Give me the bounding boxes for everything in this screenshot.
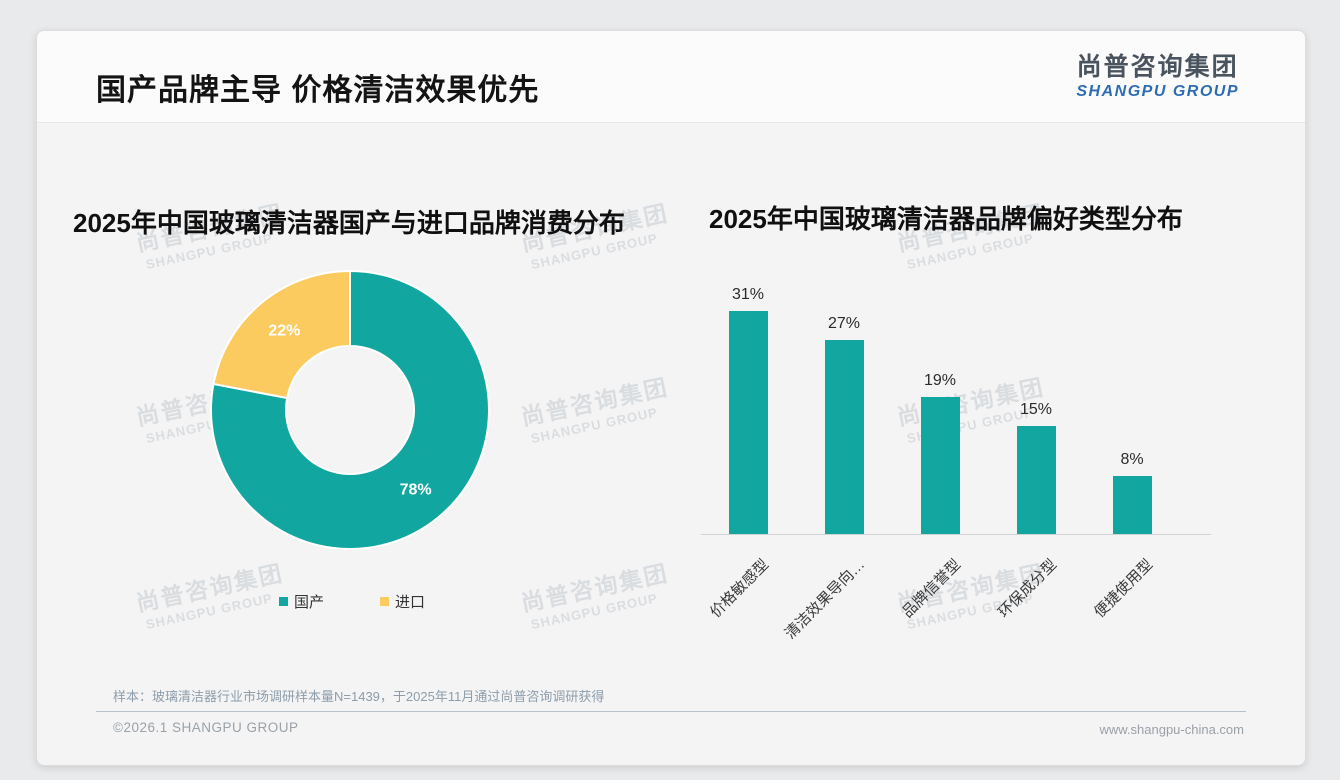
- copyright-text: ©2026.1 SHANGPU GROUP: [113, 720, 299, 735]
- page-title: 国产品牌主导 价格清洁效果优先: [96, 74, 540, 107]
- donut-slice-1: [212, 269, 351, 400]
- bar-value-label: 27%: [827, 315, 861, 332]
- legend-swatch: [278, 597, 288, 606]
- donut-slice-value-label: 78%: [400, 481, 432, 498]
- bar-value-label: 15%: [1019, 401, 1053, 418]
- donut-slice-value-label: 22%: [268, 323, 300, 340]
- slide-card: 尚普咨询集团 SHANGPU GROUP 尚普咨询集团 SHANGPU GROUP 尚普…: [36, 30, 1306, 766]
- donut-legend: 国产 进口: [37, 591, 667, 612]
- legend-swatch: [380, 597, 389, 606]
- donut-slice-0: [210, 269, 490, 550]
- watermark: 尚普咨询集团 SHANGPU GROUP: [518, 368, 675, 447]
- footer-divider: [96, 711, 1246, 712]
- legend-item-0: 国产: [278, 591, 324, 612]
- company-logo: 尚普咨询集团 SHANGPU GROUP: [1076, 53, 1239, 101]
- bar-value-label: 19%: [923, 372, 957, 389]
- legend-item-1: 进口: [380, 591, 425, 612]
- bar-3: [1016, 426, 1056, 534]
- bar-chart-x-labels: 价格敏感型 清洁效果导向… 品牌信誉型 环保成分型 便捷使用型: [701, 540, 1211, 642]
- bar-value-label: 31%: [731, 286, 765, 303]
- title-bar: 国产品牌主导 价格清洁效果优先 尚普咨询集团 SHANGPU GROUP: [37, 31, 1305, 123]
- legend-label: 进口: [395, 594, 426, 611]
- bar-1: [824, 340, 864, 534]
- watermark-en-text: SHANGPU GROUP: [529, 404, 660, 447]
- bar-4: [1112, 476, 1152, 534]
- logo-english-name: SHANGPU GROUP: [1076, 82, 1239, 100]
- bar-0: [728, 311, 768, 534]
- sample-note: 样本：玻璃清洁器行业市场调研样本量N=1439，于2025年11月通过尚普咨询调…: [113, 689, 605, 704]
- donut-chart: 78% 22%: [210, 269, 490, 550]
- bar-value-label: 8%: [1120, 451, 1144, 468]
- donut-chart-title: 2025年中国玻璃清洁器国产与进口品牌消费分布: [73, 208, 625, 238]
- website-url: www.shangpu-china.com: [1099, 722, 1244, 737]
- bar-2: [920, 397, 960, 534]
- bar-chart-title: 2025年中国玻璃清洁器品牌偏好类型分布: [709, 204, 1183, 234]
- legend-label: 国产: [293, 594, 324, 611]
- logo-chinese-name: 尚普咨询集团: [1076, 53, 1239, 81]
- watermark-cn-text: 尚普咨询集团: [518, 373, 671, 431]
- bar-chart: 31% 27% 19% 15% 8%: [701, 286, 1211, 535]
